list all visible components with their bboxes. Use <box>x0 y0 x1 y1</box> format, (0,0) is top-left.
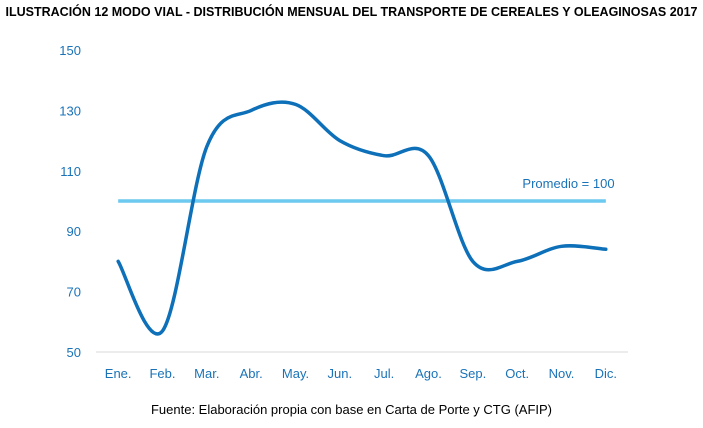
x-tick-label: Dic. <box>595 366 617 381</box>
data-point <box>338 139 342 143</box>
source-note: Fuente: Elaboración propia con base en C… <box>150 402 553 417</box>
y-tick-label: 130 <box>59 103 81 118</box>
data-point <box>427 154 431 158</box>
series-line <box>116 100 608 336</box>
y-tick-label: 50 <box>67 345 81 360</box>
y-tick-label: 150 <box>59 43 81 58</box>
chart-title: ILUSTRACIÓN 12 MODO VIAL - DISTRIBUCIÓN … <box>5 5 698 19</box>
data-point <box>116 259 120 263</box>
x-tick-label: Ene. <box>105 366 132 381</box>
data-point <box>515 259 519 263</box>
x-axis: Ene. Feb. Mar. Abr. May. Jun. Jul. Ago. Sep. Oct.… <box>105 366 617 381</box>
x-tick-label: Jul. <box>374 366 394 381</box>
data-point <box>604 247 608 251</box>
x-tick-label: Nov. <box>549 366 575 381</box>
y-tick-label: 90 <box>67 224 81 239</box>
x-tick-label: Feb. <box>149 366 175 381</box>
y-axis: 50 70 90 110 130 150 <box>59 43 81 360</box>
x-tick-label: Abr. <box>240 366 263 381</box>
x-tick-label: Mar. <box>194 366 219 381</box>
data-point <box>161 329 165 333</box>
data-point <box>382 154 386 158</box>
data-point <box>560 244 564 248</box>
x-tick-label: Ago. <box>415 366 442 381</box>
average-label: Promedio = 100 <box>522 176 614 191</box>
y-tick-label: 70 <box>67 285 81 300</box>
x-tick-label: Jun. <box>328 366 353 381</box>
data-point <box>294 102 298 106</box>
data-point <box>205 145 209 149</box>
data-point <box>471 259 475 263</box>
x-tick-label: Sep. <box>459 366 486 381</box>
data-point <box>249 108 253 112</box>
x-tick-label: Oct. <box>505 366 529 381</box>
x-tick-label: May. <box>282 366 309 381</box>
y-tick-label: 110 <box>60 164 81 179</box>
